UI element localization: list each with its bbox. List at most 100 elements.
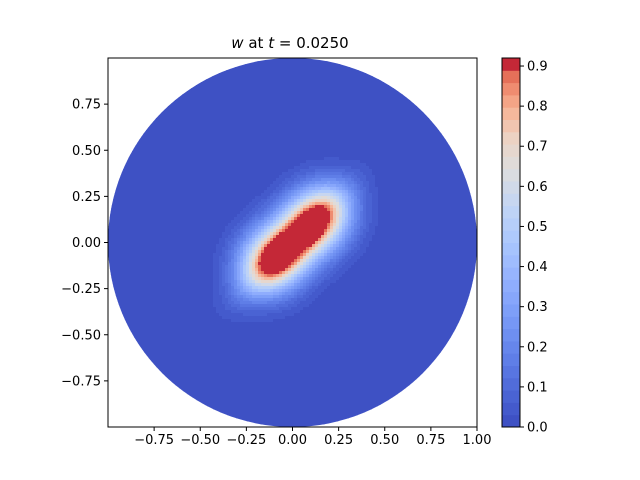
contour-cell bbox=[246, 292, 250, 296]
contour-cell bbox=[321, 187, 331, 191]
contour-cell bbox=[228, 235, 235, 239]
contour-cell bbox=[363, 220, 367, 224]
contour-cell bbox=[240, 235, 244, 239]
contour-cell bbox=[213, 256, 220, 260]
contour-cell bbox=[351, 223, 355, 227]
contour-cell bbox=[336, 262, 340, 266]
contour-cell bbox=[249, 253, 253, 257]
contour-cell bbox=[108, 271, 214, 275]
contour-cell bbox=[348, 181, 355, 185]
contour-cell bbox=[108, 340, 477, 344]
contour-cell bbox=[246, 205, 256, 209]
contour-cell bbox=[315, 205, 325, 209]
contour-cell bbox=[246, 244, 250, 248]
contour-cell bbox=[219, 280, 223, 284]
contour-cell bbox=[354, 172, 364, 176]
contour-cell bbox=[285, 268, 289, 272]
contour-cell bbox=[225, 241, 229, 245]
contour-cell bbox=[234, 292, 238, 296]
contour-cell bbox=[246, 235, 250, 239]
contour-cell bbox=[258, 226, 262, 230]
contour-cell bbox=[246, 268, 250, 272]
contour-cell bbox=[252, 220, 256, 224]
contour-cell bbox=[336, 271, 346, 275]
contour-cell bbox=[240, 250, 244, 254]
contour-cell bbox=[318, 238, 322, 242]
contour-cell bbox=[345, 247, 349, 251]
contour-cell bbox=[234, 289, 238, 293]
contour-cell bbox=[291, 283, 295, 287]
contour-cell bbox=[297, 286, 301, 290]
contour-cell bbox=[231, 247, 235, 251]
contour-cell bbox=[321, 238, 325, 242]
y-tick-label: 0.25 bbox=[72, 190, 101, 205]
contour-cell bbox=[345, 178, 352, 182]
contour-cell bbox=[108, 358, 477, 362]
contour-cell bbox=[273, 202, 277, 206]
contour-cell bbox=[285, 292, 292, 296]
contour-cell bbox=[108, 208, 244, 212]
contour-cell bbox=[219, 262, 223, 266]
contour-cell bbox=[330, 205, 334, 209]
contour-cell bbox=[228, 244, 232, 248]
contour-cell bbox=[306, 292, 313, 296]
contour-cell bbox=[282, 274, 286, 278]
contour-cell bbox=[324, 259, 328, 263]
contour-cell bbox=[321, 178, 337, 182]
contour-cell bbox=[369, 166, 477, 170]
contour-cell bbox=[357, 175, 367, 179]
contour-cell bbox=[213, 259, 220, 263]
contour-cell bbox=[321, 283, 331, 287]
contour-cell bbox=[342, 256, 346, 260]
contour-cell bbox=[108, 391, 477, 395]
contour-cell bbox=[354, 223, 358, 227]
contour-cell bbox=[249, 211, 256, 215]
contour-cell bbox=[279, 232, 325, 236]
contour-cell bbox=[246, 271, 250, 275]
contour-cell bbox=[363, 205, 367, 209]
contour-cell bbox=[327, 268, 334, 272]
contour-cell bbox=[348, 211, 352, 215]
contour-cell bbox=[108, 193, 262, 197]
contour-cell bbox=[291, 286, 295, 290]
contour-cell bbox=[333, 241, 337, 245]
contour-cell bbox=[354, 220, 358, 224]
contour-cell bbox=[276, 304, 289, 308]
contour-cell bbox=[363, 184, 370, 188]
contour-cell bbox=[330, 226, 334, 230]
contour-cell bbox=[228, 280, 232, 284]
contour-cell bbox=[354, 229, 358, 233]
contour-cell bbox=[330, 196, 334, 200]
contour-cell bbox=[348, 187, 352, 191]
contour-cell bbox=[294, 172, 307, 176]
contour-cell bbox=[252, 265, 256, 269]
contour-cell bbox=[297, 274, 301, 278]
contour-cell bbox=[354, 181, 358, 185]
contour-cell bbox=[372, 202, 379, 206]
contour-cell bbox=[333, 253, 337, 257]
contour-cell bbox=[348, 259, 358, 263]
contour-cell bbox=[333, 274, 343, 278]
contour-cell bbox=[213, 253, 223, 257]
contour-cell bbox=[372, 217, 379, 221]
contour-cell bbox=[219, 241, 226, 245]
contour-cell bbox=[309, 274, 313, 278]
contour-cell bbox=[273, 211, 277, 215]
contour-cell bbox=[261, 226, 265, 230]
contour-cell bbox=[273, 235, 277, 239]
colorbar-tick-label: 0.2 bbox=[527, 340, 548, 355]
contour-cell bbox=[108, 67, 477, 71]
contour-cell bbox=[330, 208, 334, 212]
contour-cell bbox=[252, 259, 256, 263]
contour-cell bbox=[273, 280, 277, 284]
contour-cell bbox=[318, 193, 331, 197]
contour-cell bbox=[258, 286, 274, 290]
contour-cell bbox=[312, 280, 316, 284]
contour-cell bbox=[303, 307, 477, 311]
contour-cell bbox=[327, 232, 331, 236]
contour-cell bbox=[285, 229, 325, 233]
contour-cell bbox=[309, 205, 313, 209]
contour-cell bbox=[108, 226, 226, 230]
contour-cell bbox=[261, 229, 265, 233]
contour-cell bbox=[294, 166, 310, 170]
